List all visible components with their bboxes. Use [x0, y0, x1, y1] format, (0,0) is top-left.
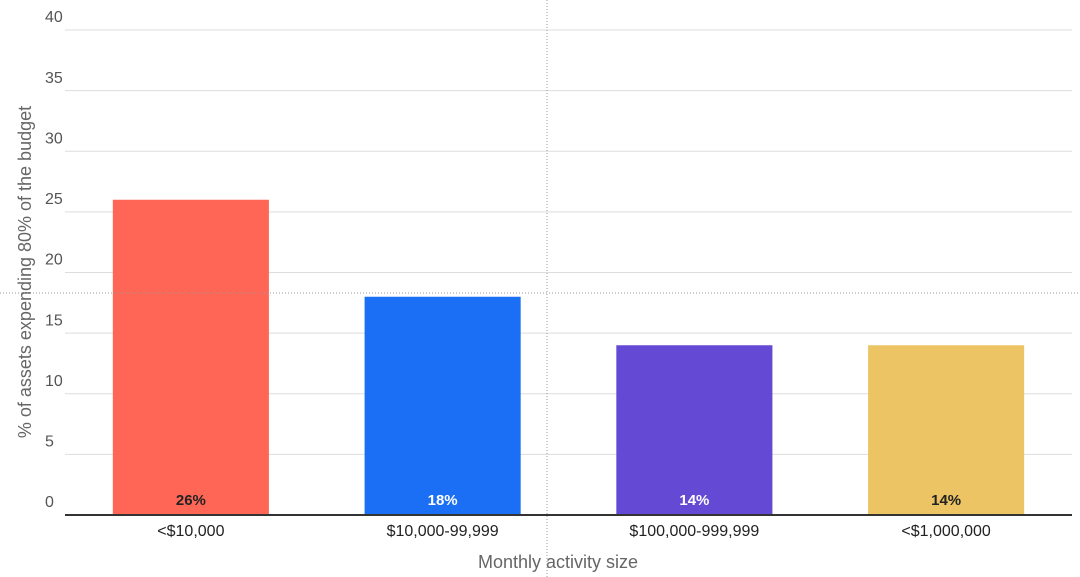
- bar: [112, 199, 269, 515]
- y-tick-label: 20: [45, 252, 63, 269]
- x-tick-label: $10,000-99,999: [387, 523, 499, 540]
- bar: [364, 296, 521, 515]
- y-tick-label: 40: [45, 9, 63, 26]
- y-tick-label: 15: [45, 312, 63, 329]
- y-tick-label: 25: [45, 191, 63, 208]
- value-label: 14%: [679, 492, 709, 509]
- value-label: 18%: [428, 492, 458, 509]
- value-label: 26%: [176, 492, 206, 509]
- x-tick-label: <$1,000,000: [901, 523, 991, 540]
- y-axis-title: % of assets expending 80% of the budget: [15, 106, 35, 438]
- y-tick-label: 35: [45, 70, 63, 87]
- y-tick-label: 5: [45, 434, 54, 451]
- y-tick-label: 10: [45, 373, 63, 390]
- bar: [868, 345, 1025, 515]
- x-axis-title: Monthly activity size: [478, 552, 638, 572]
- value-label: 14%: [931, 492, 961, 509]
- x-tick-label: <$10,000: [157, 523, 224, 540]
- bar: [616, 345, 773, 515]
- y-tick-label: 0: [45, 494, 54, 511]
- x-tick-label: $100,000-999,999: [629, 523, 759, 540]
- y-tick-label: 30: [45, 130, 63, 147]
